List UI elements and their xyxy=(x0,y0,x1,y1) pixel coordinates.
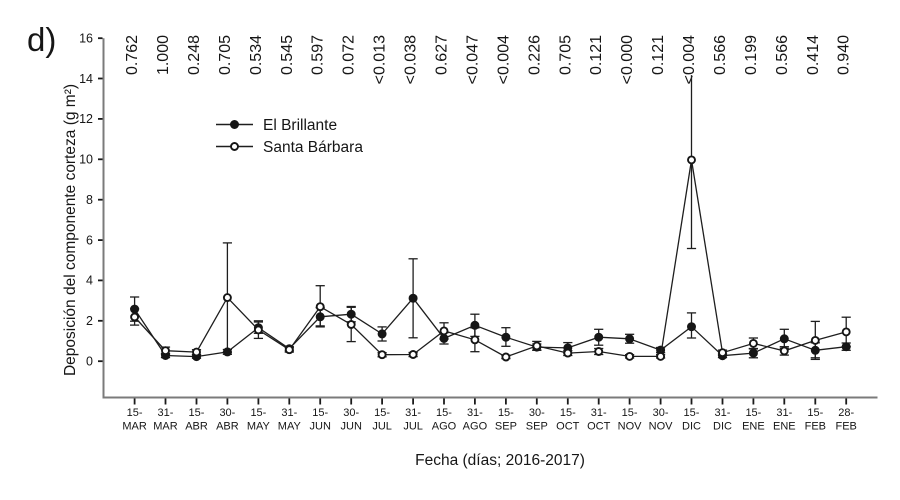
svg-text:15-: 15- xyxy=(498,407,514,419)
svg-text:8: 8 xyxy=(86,193,93,207)
svg-text:AGO: AGO xyxy=(463,421,488,433)
svg-text:15-: 15- xyxy=(807,407,823,419)
svg-text:0.534: 0.534 xyxy=(248,35,265,75)
svg-text:15-: 15- xyxy=(189,407,205,419)
svg-text:DIC: DIC xyxy=(682,421,701,433)
svg-text:30-: 30- xyxy=(219,407,235,419)
svg-text:JUL: JUL xyxy=(403,421,423,433)
svg-text:31-: 31- xyxy=(158,407,174,419)
svg-text:31-: 31- xyxy=(467,407,483,419)
svg-text:12: 12 xyxy=(79,112,93,126)
svg-text:0.199: 0.199 xyxy=(743,35,760,75)
svg-text:ABR: ABR xyxy=(185,421,208,433)
svg-text:0.566: 0.566 xyxy=(712,35,729,75)
svg-text:OCT: OCT xyxy=(587,421,611,433)
svg-text:1.000: 1.000 xyxy=(155,35,172,75)
svg-text:16: 16 xyxy=(79,32,93,46)
svg-text:<0.038: <0.038 xyxy=(403,35,420,84)
svg-text:MAY: MAY xyxy=(278,421,302,433)
svg-text:15-: 15- xyxy=(560,407,576,419)
svg-text:DIC: DIC xyxy=(713,421,732,433)
svg-text:4: 4 xyxy=(86,274,93,288)
svg-text:0.705: 0.705 xyxy=(217,35,234,75)
svg-text:FEB: FEB xyxy=(835,421,856,433)
svg-text:0.762: 0.762 xyxy=(124,35,141,75)
svg-text:<0.004: <0.004 xyxy=(681,35,698,84)
svg-text:0.627: 0.627 xyxy=(434,35,451,75)
svg-text:6: 6 xyxy=(86,233,93,247)
svg-text:d): d) xyxy=(27,21,56,58)
svg-text:0.121: 0.121 xyxy=(650,35,667,75)
svg-text:15-: 15- xyxy=(312,407,328,419)
svg-text:31-: 31- xyxy=(715,407,731,419)
svg-text:JUL: JUL xyxy=(372,421,392,433)
svg-text:NOV: NOV xyxy=(649,421,674,433)
svg-text:15-: 15- xyxy=(684,407,700,419)
svg-text:NOV: NOV xyxy=(618,421,643,433)
svg-text:<0.004: <0.004 xyxy=(495,35,512,84)
svg-text:0: 0 xyxy=(86,355,93,369)
svg-text:JUN: JUN xyxy=(310,421,331,433)
svg-text:ABR: ABR xyxy=(216,421,239,433)
svg-text:SEP: SEP xyxy=(495,421,517,433)
svg-text:28-: 28- xyxy=(838,407,854,419)
svg-text:Deposición del componente cort: Deposición del componente corteza (g m²) xyxy=(62,84,79,376)
svg-text:0.545: 0.545 xyxy=(279,35,296,75)
svg-text:30-: 30- xyxy=(529,407,545,419)
svg-text:0.121: 0.121 xyxy=(588,35,605,75)
svg-text:10: 10 xyxy=(79,153,93,167)
svg-text:30-: 30- xyxy=(343,407,359,419)
svg-text:FEB: FEB xyxy=(805,421,826,433)
svg-text:2: 2 xyxy=(86,314,93,328)
svg-text:15-: 15- xyxy=(436,407,452,419)
svg-text:0.940: 0.940 xyxy=(836,35,853,75)
svg-text:OCT: OCT xyxy=(556,421,580,433)
svg-text:14: 14 xyxy=(79,72,93,86)
svg-text:El Brillante: El Brillante xyxy=(263,117,337,134)
svg-text:31-: 31- xyxy=(281,407,297,419)
svg-text:MAY: MAY xyxy=(247,421,271,433)
svg-text:15-: 15- xyxy=(127,407,143,419)
svg-text:<0.000: <0.000 xyxy=(619,35,636,84)
svg-text:0.597: 0.597 xyxy=(310,35,327,75)
svg-text:Santa Bárbara: Santa Bárbara xyxy=(263,139,363,156)
svg-text:30-: 30- xyxy=(653,407,669,419)
svg-text:<0.047: <0.047 xyxy=(464,35,481,84)
svg-text:15-: 15- xyxy=(622,407,638,419)
svg-text:0.248: 0.248 xyxy=(186,35,203,75)
svg-text:ENE: ENE xyxy=(773,421,796,433)
svg-text:SEP: SEP xyxy=(526,421,548,433)
svg-text:MAR: MAR xyxy=(153,421,178,433)
svg-text:ENE: ENE xyxy=(742,421,765,433)
svg-text:<0.013: <0.013 xyxy=(372,35,389,84)
svg-text:31-: 31- xyxy=(405,407,421,419)
svg-text:AGO: AGO xyxy=(432,421,457,433)
svg-text:0.566: 0.566 xyxy=(774,35,791,75)
svg-text:15-: 15- xyxy=(250,407,266,419)
svg-text:Fecha (días; 2016-2017): Fecha (días; 2016-2017) xyxy=(415,452,585,469)
svg-text:0.414: 0.414 xyxy=(805,35,822,75)
svg-text:0.705: 0.705 xyxy=(557,35,574,75)
svg-text:15-: 15- xyxy=(745,407,761,419)
svg-text:31-: 31- xyxy=(776,407,792,419)
svg-text:MAR: MAR xyxy=(122,421,147,433)
svg-text:15-: 15- xyxy=(374,407,390,419)
svg-text:0.226: 0.226 xyxy=(526,35,543,75)
svg-text:JUN: JUN xyxy=(341,421,362,433)
svg-text:0.072: 0.072 xyxy=(341,35,358,75)
svg-text:31-: 31- xyxy=(591,407,607,419)
